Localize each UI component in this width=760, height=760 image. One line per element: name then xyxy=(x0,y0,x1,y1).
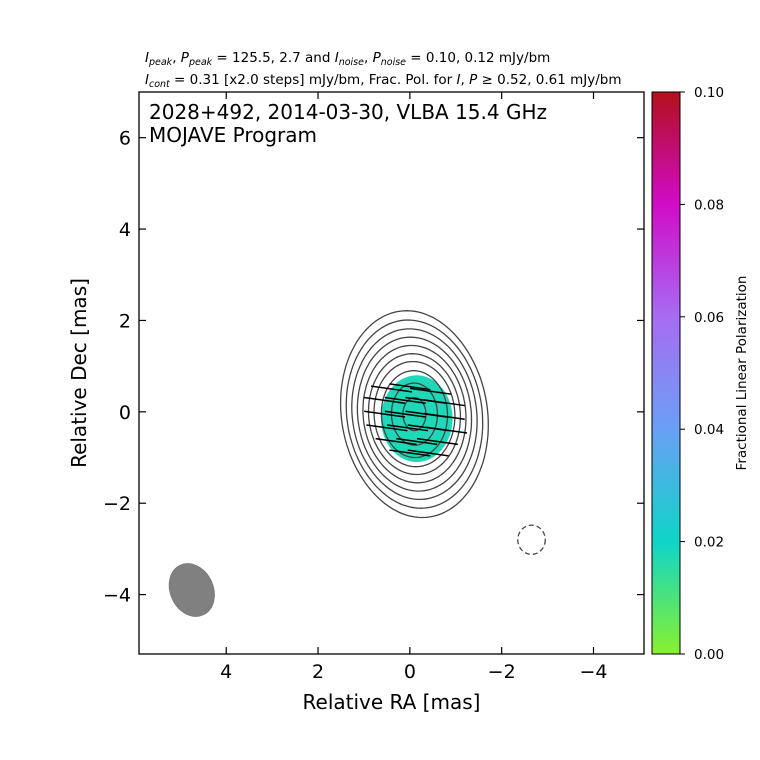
y-axis-label: Relative Dec [mas] xyxy=(67,278,91,468)
evpa-tick xyxy=(384,410,426,418)
evpa-tick xyxy=(387,424,429,432)
x-axis-label: Relative RA [mas] xyxy=(303,690,481,714)
axes-content xyxy=(168,310,546,617)
beam-ellipse xyxy=(168,563,215,617)
y-tick-label: 0 xyxy=(119,402,131,424)
y-tick-label: −4 xyxy=(103,585,131,607)
evpa-tick xyxy=(396,437,438,446)
evpa-tick xyxy=(366,424,408,432)
axes-frame xyxy=(138,91,645,655)
chart-title: 2028+492, 2014-03-30, VLBA 15.4 GHz xyxy=(149,100,547,124)
header-line-2: Icont = 0.31 [x2.0 steps] mJy/bm, Frac. … xyxy=(145,72,622,90)
y-tick-label: 6 xyxy=(119,128,131,150)
evpa-tick xyxy=(370,385,413,393)
colorbar-tick-label: 0.04 xyxy=(694,422,724,438)
colorbar-tick-label: 0.10 xyxy=(694,85,724,101)
colorbar-label: Fractional Linear Polarization xyxy=(734,276,750,471)
evpa-tick xyxy=(389,449,431,457)
evpa-tick xyxy=(364,396,406,405)
stokes-i-contour xyxy=(390,382,439,446)
evpa-tick xyxy=(364,410,406,418)
evpa-tick xyxy=(426,426,468,434)
x-tick-label: −4 xyxy=(579,661,607,683)
x-tick-label: 0 xyxy=(404,661,416,683)
chart-subtitle: MOJAVE Program xyxy=(149,123,317,147)
evpa-ticks xyxy=(364,383,468,457)
evpa-tick xyxy=(423,399,465,407)
evpa-tick xyxy=(389,383,431,391)
colorbar-gradient xyxy=(652,92,680,654)
colorbar-tick-label: 0.06 xyxy=(694,310,724,326)
stokes-i-contour xyxy=(339,310,489,519)
stokes-i-contour xyxy=(345,319,484,509)
evpa-tick xyxy=(423,412,465,421)
x-tick-label: 4 xyxy=(220,661,232,683)
evpa-tick xyxy=(384,396,426,405)
header-line-1: Ipeak, Ppeak = 125.5, 2.7 and Inoise, Pn… xyxy=(145,50,550,68)
y-tick-label: 2 xyxy=(119,310,131,332)
colorbar-frame xyxy=(651,91,681,655)
colorbar-tick-label: 0.08 xyxy=(694,197,724,213)
y-tick-label: 4 xyxy=(119,219,131,241)
stokes-i-contour xyxy=(373,360,456,468)
colorbar-ticks: 0.00 0.02 0.04 0.06 0.08 0.10 xyxy=(680,85,724,663)
colorbar-tick-label: 0.02 xyxy=(694,535,724,551)
y-tick-label: −2 xyxy=(103,493,131,515)
negative-contour xyxy=(517,524,546,556)
x-tick-label: 2 xyxy=(312,661,324,683)
evpa-tick xyxy=(416,437,458,446)
axis-ticks: 4 2 0 −2 −4 −4 −2 0 2 4 6 xyxy=(103,92,644,683)
stokes-i-contour xyxy=(362,344,467,484)
colorbar-tick-label: 0.00 xyxy=(694,647,724,663)
evpa-tick xyxy=(375,437,417,446)
beam-layer xyxy=(168,563,215,617)
evpa-tick xyxy=(409,387,452,395)
x-tick-label: −2 xyxy=(488,661,516,683)
stokes-i-contour xyxy=(356,336,473,492)
stokes-i-contour xyxy=(367,353,462,476)
evpa-tick xyxy=(407,449,449,457)
stokes-i-contour xyxy=(351,328,478,501)
